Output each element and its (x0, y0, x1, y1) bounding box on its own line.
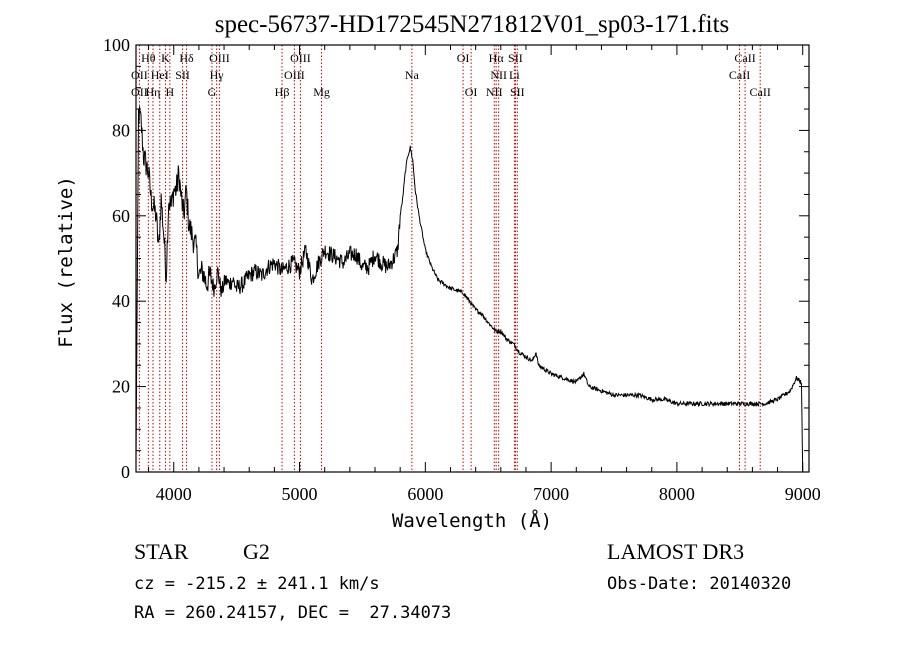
line-label: OI (457, 51, 470, 65)
line-label: OII (131, 68, 148, 82)
line-label: Hα (489, 51, 505, 65)
y-axis: 0 20 40 60 80 100 (103, 35, 809, 482)
line-label: Hγ (210, 68, 225, 82)
line-label: HeI (151, 68, 169, 82)
x-axis: 4000 5000 6000 7000 8000 9000 (148, 45, 821, 504)
line-label: CaII (750, 85, 771, 99)
line-label: Hη (146, 85, 161, 99)
x-axis-label: Wavelength (Å) (392, 509, 552, 532)
line-label: G (208, 85, 217, 99)
reference-lines-group (138, 45, 761, 472)
line-label: Hδ (179, 51, 194, 65)
line-label: H (166, 85, 175, 99)
line-label: OI (465, 85, 478, 99)
object-class: STAR (134, 539, 189, 564)
x-tick-label: 6000 (407, 484, 443, 504)
x-tick-label: 9000 (785, 484, 821, 504)
y-tick-label: 100 (103, 35, 130, 55)
x-tick-label: 4000 (156, 484, 192, 504)
line-label: K (161, 51, 170, 65)
line-label: Mg (313, 85, 330, 99)
object-subclass: G2 (243, 539, 270, 564)
line-label: OIII (284, 68, 305, 82)
line-label: Na (405, 68, 420, 82)
y-tick-label: 80 (112, 120, 130, 140)
line-label: Li (509, 68, 520, 82)
line-label: CaII (729, 68, 750, 82)
redshift-velocity: cz = -215.2 ± 241.1 km/s (134, 574, 380, 594)
observation-date: Obs-Date: 20140320 (607, 574, 792, 594)
x-tick-label: 8000 (659, 484, 695, 504)
line-label: Hθ (141, 51, 156, 65)
line-label: OIII (209, 51, 230, 65)
y-tick-label: 60 (112, 206, 130, 226)
plot-frame (135, 44, 810, 473)
series-group (135, 106, 804, 473)
line-label: SII (175, 68, 190, 82)
line-label: SII (508, 51, 523, 65)
y-tick-label: 0 (121, 462, 130, 482)
line-label: NII (490, 68, 507, 82)
coordinates: RA = 260.24157, DEC = 27.34073 (134, 603, 452, 623)
spectrum-series-line (135, 106, 804, 473)
line-label: Hβ (275, 85, 290, 99)
chart-title: spec-56737-HD172545N271812V01_sp03-171.f… (215, 11, 730, 38)
y-tick-label: 20 (112, 377, 130, 397)
line-label: CaII (734, 51, 755, 65)
line-label: OII (131, 85, 148, 99)
survey-name: LAMOST DR3 (607, 539, 745, 564)
line-label: SII (510, 85, 525, 99)
y-tick-label: 40 (112, 291, 130, 311)
x-tick-label: 5000 (282, 484, 318, 504)
y-axis-label: Flux (relative) (55, 176, 77, 348)
line-label: NII (486, 85, 503, 99)
x-tick-label: 7000 (533, 484, 569, 504)
line-label: OIII (290, 51, 311, 65)
